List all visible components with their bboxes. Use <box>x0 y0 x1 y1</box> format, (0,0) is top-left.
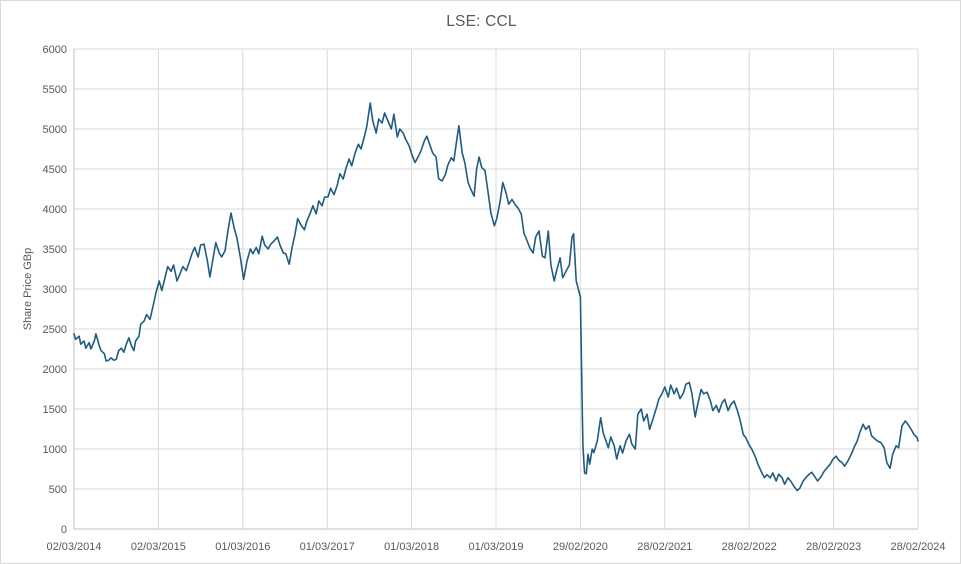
x-tick-label: 01/03/2018 <box>384 541 439 553</box>
y-tick-label: 4500 <box>43 164 67 176</box>
y-tick-label: 3000 <box>43 284 67 296</box>
y-tick-label: 5000 <box>43 124 67 136</box>
x-tick-label: 02/03/2014 <box>46 541 101 553</box>
x-tick-label: 28/02/2023 <box>806 541 861 553</box>
x-tick-label: 29/02/2020 <box>553 541 608 553</box>
y-tick-label: 2000 <box>43 364 67 376</box>
x-tick-label: 28/02/2021 <box>637 541 692 553</box>
price-series-line <box>73 102 919 492</box>
y-tick-label: 1500 <box>43 404 67 416</box>
x-tick-label: 28/02/2022 <box>722 541 777 553</box>
x-tick-label: 28/02/2024 <box>890 541 945 553</box>
y-tick-label: 6000 <box>43 44 67 56</box>
x-tick-label: 01/03/2016 <box>215 541 270 553</box>
y-tick-label: 5500 <box>43 84 67 96</box>
y-tick-label: 500 <box>49 484 67 496</box>
y-tick-label: 0 <box>61 524 67 536</box>
x-tick-label: 01/03/2017 <box>300 541 355 553</box>
chart-title: LSE: CCL <box>446 13 517 30</box>
y-tick-label: 3500 <box>43 244 67 256</box>
x-tick-label: 02/03/2015 <box>131 541 186 553</box>
x-tick-label: 01/03/2019 <box>468 541 523 553</box>
y-axis-title: Share Price GBp <box>22 247 34 331</box>
y-tick-label: 1000 <box>43 444 67 456</box>
y-tick-label: 2500 <box>43 324 67 336</box>
y-tick-label: 4000 <box>43 204 67 216</box>
